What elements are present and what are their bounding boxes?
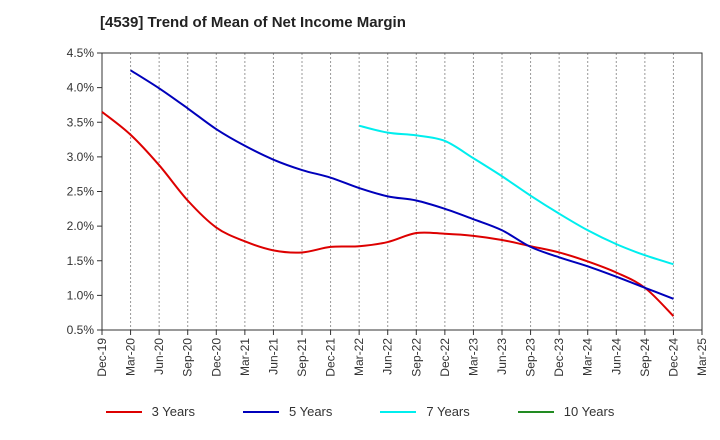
- x-tick-label: Dec-19: [95, 338, 109, 377]
- y-tick-label: 4.0%: [67, 81, 95, 95]
- legend-label: 3 Years: [151, 404, 195, 419]
- series-line-2: [130, 69, 674, 300]
- x-tick-label: Mar-22: [352, 338, 366, 376]
- x-tick-label: Dec-21: [324, 338, 338, 377]
- y-tick-label: 4.5%: [67, 46, 95, 60]
- x-tick-label: Dec-20: [209, 338, 223, 377]
- plot-frame: [101, 52, 703, 331]
- legend-item: 10 Years: [517, 404, 615, 419]
- y-tick-label: 3.0%: [67, 150, 95, 164]
- y-tick-label: 1.0%: [67, 288, 95, 302]
- y-tick-label: 0.5%: [67, 323, 95, 337]
- x-tick-label: Sep-20: [181, 338, 195, 377]
- legend-swatch: [517, 410, 554, 413]
- x-tick-label: Sep-23: [524, 338, 538, 377]
- x-tick-label: Dec-24: [666, 338, 680, 377]
- legend-swatch: [105, 410, 142, 413]
- legend-swatch: [380, 410, 417, 413]
- x-tick-label: Dec-23: [552, 338, 566, 377]
- x-tick-label: Jun-24: [609, 338, 623, 375]
- legend-label: 5 Years: [289, 404, 333, 419]
- x-tick-label: Mar-25: [695, 338, 709, 376]
- series-line-1: [101, 111, 675, 317]
- legend-item: 3 Years: [105, 404, 195, 419]
- x-tick-label: Sep-24: [638, 338, 652, 377]
- x-tick-label: Mar-24: [581, 338, 595, 376]
- x-tick-label: Mar-21: [238, 338, 252, 376]
- y-tick-label: 1.5%: [67, 254, 95, 268]
- legend-label: 10 Years: [563, 404, 615, 419]
- x-tick-label: Jun-20: [152, 338, 166, 375]
- y-tick-label: 2.0%: [67, 219, 95, 233]
- x-tick-label: Jun-21: [266, 338, 280, 375]
- x-tick-label: Mar-20: [124, 338, 138, 376]
- x-tick-label: Jun-23: [495, 338, 509, 375]
- x-tick-label: Sep-21: [295, 338, 309, 377]
- legend-swatch: [243, 410, 279, 413]
- y-tick-label: 2.5%: [67, 185, 95, 199]
- chart-title: [4539] Trend of Mean of Net Income Margi…: [100, 14, 406, 31]
- x-tick-label: Sep-22: [409, 338, 423, 377]
- x-tick-label: Mar-23: [466, 338, 480, 376]
- y-tick-label: 3.5%: [67, 115, 95, 129]
- legend: 3 Years 5 Years 7 Years 10 Years: [0, 404, 720, 419]
- x-tick-label: Jun-22: [381, 338, 395, 375]
- plot-area: [102, 53, 702, 330]
- legend-item: 5 Years: [243, 404, 332, 419]
- series-line-3: [358, 124, 674, 266]
- x-tick-label: Dec-22: [438, 338, 452, 377]
- legend-item: 7 Years: [380, 404, 470, 419]
- legend-label: 7 Years: [426, 404, 470, 419]
